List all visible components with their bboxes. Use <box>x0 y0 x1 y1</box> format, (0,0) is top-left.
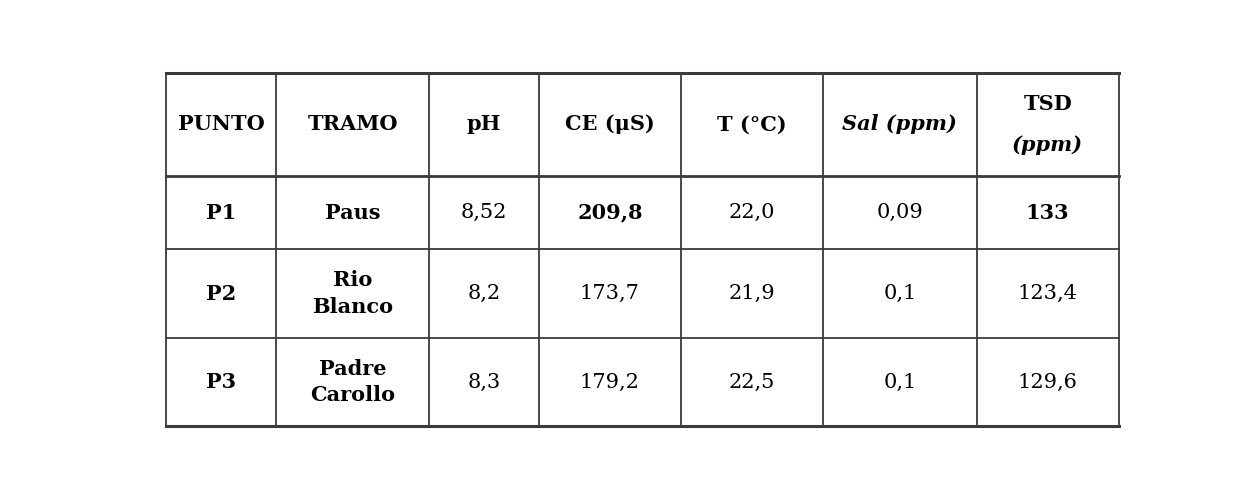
Text: 133: 133 <box>1026 203 1070 223</box>
Text: TRAMO: TRAMO <box>307 114 398 134</box>
Text: 22,5: 22,5 <box>729 372 775 392</box>
Text: 179,2: 179,2 <box>579 372 640 392</box>
Text: Blanco: Blanco <box>312 297 394 317</box>
Text: (ppm): (ppm) <box>1012 135 1083 155</box>
Text: Paus: Paus <box>325 203 380 223</box>
Text: Sal (ppm): Sal (ppm) <box>843 114 957 134</box>
Text: 209,8: 209,8 <box>577 203 642 223</box>
Text: 8,3: 8,3 <box>468 372 500 392</box>
Text: 8,52: 8,52 <box>460 203 507 222</box>
Text: Rio: Rio <box>332 270 372 290</box>
Text: P1: P1 <box>206 203 236 223</box>
Text: CE (μS): CE (μS) <box>566 114 655 134</box>
Text: 21,9: 21,9 <box>729 284 775 303</box>
Text: PUNTO: PUNTO <box>178 114 265 134</box>
Text: Padre: Padre <box>319 359 386 379</box>
Text: pH: pH <box>466 114 502 134</box>
Text: 173,7: 173,7 <box>579 284 640 303</box>
Text: 123,4: 123,4 <box>1018 284 1077 303</box>
Text: 0,1: 0,1 <box>883 372 917 392</box>
Text: 0,09: 0,09 <box>877 203 923 222</box>
Text: P3: P3 <box>206 372 236 392</box>
Text: P2: P2 <box>206 284 236 304</box>
Text: T (°C): T (°C) <box>717 114 788 134</box>
Text: 22,0: 22,0 <box>729 203 775 222</box>
Text: 8,2: 8,2 <box>468 284 500 303</box>
Text: Carollo: Carollo <box>310 385 395 405</box>
Text: 129,6: 129,6 <box>1018 372 1077 392</box>
Text: 0,1: 0,1 <box>883 284 917 303</box>
Text: TSD: TSD <box>1023 94 1072 114</box>
